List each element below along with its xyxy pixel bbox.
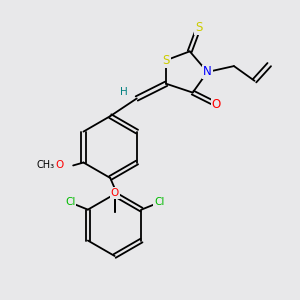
Text: S: S [195,21,202,34]
Text: CH₃: CH₃ [36,160,54,170]
Text: N: N [203,65,212,79]
Text: O: O [110,188,119,198]
Text: H: H [120,87,128,97]
Text: S: S [163,54,170,67]
Text: O: O [212,98,221,111]
Text: Cl: Cl [154,197,164,207]
Text: Cl: Cl [65,197,75,207]
Text: O: O [56,160,64,170]
